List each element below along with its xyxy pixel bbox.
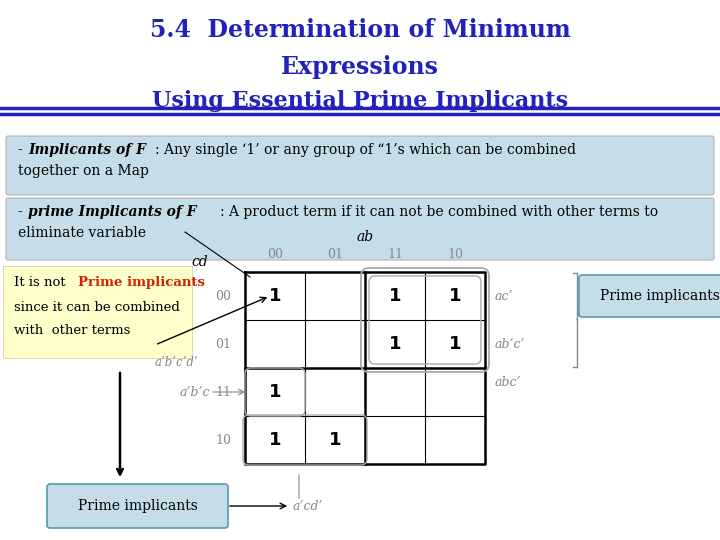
Text: abc’: abc’ [495,376,521,389]
Text: 1: 1 [389,335,401,353]
FancyBboxPatch shape [6,136,714,195]
FancyBboxPatch shape [47,484,228,528]
Text: : Any single ‘1’ or any group of “1’s which can be combined: : Any single ‘1’ or any group of “1’s wh… [155,143,576,157]
Text: 1: 1 [449,287,462,305]
Text: a’cd’: a’cd’ [293,500,323,512]
FancyBboxPatch shape [579,275,720,317]
FancyBboxPatch shape [6,198,714,260]
Text: 5.4  Determination of Minimum: 5.4 Determination of Minimum [150,18,570,42]
Text: a’b’c: a’b’c [180,386,210,399]
Text: Expressions: Expressions [281,55,439,79]
Text: prime Implicants of F: prime Implicants of F [28,205,197,219]
Text: together on a Map: together on a Map [18,164,149,178]
Text: 1: 1 [329,431,341,449]
Text: 00: 00 [215,289,231,302]
Text: 1: 1 [449,335,462,353]
Text: Prime implicants: Prime implicants [600,289,719,303]
Text: 1: 1 [389,287,401,305]
Text: Prime implicants: Prime implicants [78,276,205,289]
Text: -: - [18,205,27,219]
Text: 1: 1 [269,383,282,401]
Text: since it can be combined: since it can be combined [14,301,180,314]
Text: -: - [18,143,27,157]
Text: eliminate variable: eliminate variable [18,226,146,240]
Text: 11: 11 [215,386,231,399]
Text: It is not: It is not [14,276,70,289]
Text: a’b’c’d’: a’b’c’d’ [155,356,199,369]
FancyBboxPatch shape [3,266,192,358]
Text: 01: 01 [327,247,343,260]
Text: cd: cd [192,255,208,269]
Text: : A product term if it can not be combined with other terms to: : A product term if it can not be combin… [220,205,658,219]
Text: 10: 10 [447,247,463,260]
Text: Using Essential Prime Implicants: Using Essential Prime Implicants [152,90,568,112]
Text: 00: 00 [267,247,283,260]
Bar [245,272,485,464]
Text: Prime implicants: Prime implicants [78,499,197,513]
Text: ab’c’: ab’c’ [495,338,526,350]
Text: Implicants of F: Implicants of F [28,143,146,157]
Text: 01: 01 [215,338,231,350]
Text: 1: 1 [269,287,282,305]
Text: with  other terms: with other terms [14,324,130,337]
Text: 10: 10 [215,434,231,447]
Text: ab: ab [356,230,374,244]
Text: ac’: ac’ [495,289,513,302]
Text: 1: 1 [269,431,282,449]
Text: 11: 11 [387,247,403,260]
